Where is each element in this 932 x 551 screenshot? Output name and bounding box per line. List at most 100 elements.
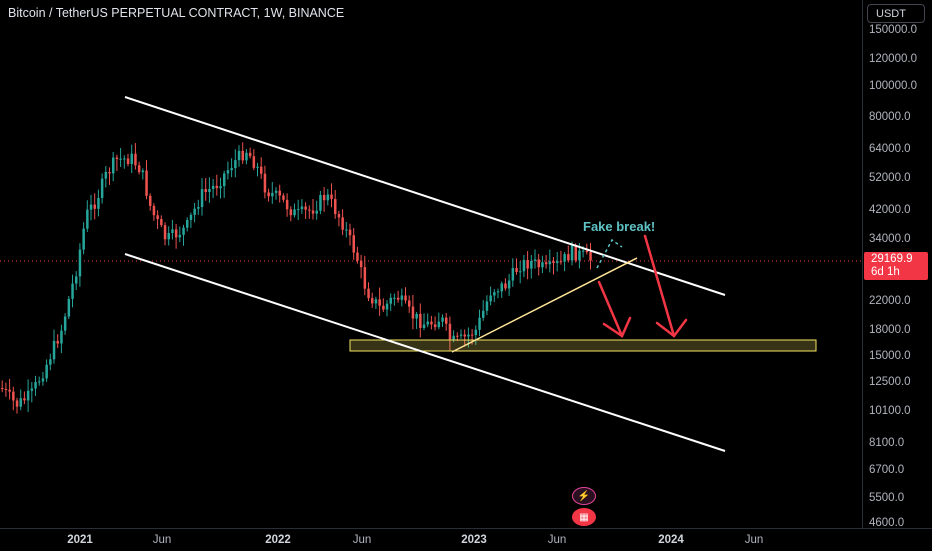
support-zone[interactable] bbox=[349, 339, 817, 352]
candle-body bbox=[452, 335, 455, 340]
candle-body bbox=[293, 209, 296, 216]
last-price-value: 29169.9 bbox=[871, 253, 913, 265]
candle-body bbox=[352, 235, 355, 253]
candle-body bbox=[97, 197, 100, 209]
time-tick: Jun bbox=[744, 534, 764, 546]
channel-upper-line[interactable] bbox=[124, 96, 726, 296]
candle-body bbox=[322, 195, 326, 201]
candle-body bbox=[537, 259, 540, 268]
candle-body bbox=[404, 295, 407, 301]
candle-body bbox=[204, 189, 207, 192]
rising-trend-line[interactable] bbox=[451, 257, 638, 353]
candle-body bbox=[197, 207, 200, 209]
candle-body bbox=[585, 250, 589, 253]
candle-body bbox=[123, 158, 126, 160]
candle-body bbox=[119, 158, 122, 160]
candle-body bbox=[234, 160, 237, 169]
candle-body bbox=[297, 209, 300, 211]
price-tick: 34000.0 bbox=[869, 233, 911, 245]
bear-arrow-1[interactable] bbox=[597, 280, 632, 338]
candle-body bbox=[23, 398, 26, 401]
time-axis[interactable]: 2021 Jun 2022 Jun 2023 Jun 2024 Jun bbox=[0, 528, 932, 551]
price-axis[interactable]: 150000.0 120000.0 100000.0 80000.0 64000.0 52… bbox=[862, 0, 932, 529]
time-tick: Jun bbox=[152, 534, 172, 546]
price-tick: 10100.0 bbox=[869, 405, 911, 417]
candle-body bbox=[574, 245, 577, 261]
candle-body bbox=[260, 166, 263, 174]
candle-body bbox=[152, 205, 156, 216]
time-tick: 2023 bbox=[461, 534, 487, 546]
candle-body bbox=[245, 152, 248, 161]
candle-body bbox=[263, 173, 267, 193]
candle-body bbox=[226, 170, 230, 174]
bear-arrow-2[interactable] bbox=[643, 234, 688, 338]
candle-body bbox=[567, 254, 570, 261]
candle-body bbox=[311, 210, 315, 214]
candle-body bbox=[137, 165, 141, 173]
candle-body bbox=[267, 192, 270, 197]
candle-body bbox=[256, 166, 259, 168]
candle-body bbox=[26, 390, 30, 401]
time-tick: 2024 bbox=[658, 534, 684, 546]
candle-body bbox=[193, 208, 196, 215]
candle-body bbox=[237, 150, 241, 161]
candle-body bbox=[470, 334, 474, 336]
candle-body bbox=[145, 170, 148, 196]
candle-body bbox=[463, 334, 466, 337]
candle-body bbox=[581, 250, 585, 252]
time-tick: 2022 bbox=[265, 534, 291, 546]
candle-body bbox=[1, 388, 4, 389]
candle-body bbox=[396, 297, 400, 300]
candle-body bbox=[304, 206, 307, 210]
candle-body bbox=[441, 317, 444, 322]
candle-body bbox=[100, 178, 104, 198]
channel-lower-line[interactable] bbox=[124, 253, 726, 452]
candle-body bbox=[445, 317, 448, 324]
last-price-label: 29169.9 6d 1h bbox=[864, 252, 928, 280]
candle-body bbox=[156, 215, 159, 220]
candle-body bbox=[422, 324, 426, 328]
candle-body bbox=[334, 199, 337, 215]
candle-body bbox=[71, 283, 74, 299]
candle-body bbox=[345, 229, 348, 231]
candle-body bbox=[374, 299, 378, 304]
price-chart[interactable] bbox=[0, 0, 862, 528]
candle-body bbox=[19, 398, 22, 407]
candle-body bbox=[474, 329, 478, 336]
candle-body bbox=[385, 303, 389, 310]
symbol-title: Bitcoin / TetherUS PERPETUAL CONTRACT, 1… bbox=[8, 6, 345, 20]
candle-body bbox=[115, 157, 119, 160]
candle-body bbox=[363, 267, 367, 289]
candle-body bbox=[433, 324, 437, 328]
candle-body bbox=[38, 381, 41, 383]
flag-icon[interactable]: ▦ bbox=[572, 508, 596, 526]
price-tick: 22000.0 bbox=[869, 295, 911, 307]
candle-body bbox=[149, 195, 152, 206]
candle-body bbox=[60, 330, 63, 344]
currency-button[interactable]: USDT bbox=[867, 4, 925, 23]
candle-body bbox=[493, 292, 496, 296]
price-tick: 120000.0 bbox=[869, 53, 917, 65]
candle-body bbox=[426, 321, 429, 325]
candle-body bbox=[189, 214, 193, 220]
candle-body bbox=[570, 245, 574, 261]
candle-body bbox=[522, 260, 526, 272]
lightning-icon[interactable]: ⚡ bbox=[572, 487, 596, 505]
candle-body bbox=[496, 291, 500, 293]
candle-body bbox=[448, 323, 452, 340]
bar-countdown: 6d 1h bbox=[871, 266, 900, 278]
candle-body bbox=[134, 153, 137, 166]
candle-body bbox=[548, 261, 552, 265]
candle-body bbox=[278, 190, 281, 196]
candle-body bbox=[400, 295, 404, 300]
candle-body bbox=[4, 388, 8, 390]
candle-body bbox=[526, 260, 529, 269]
candle-body bbox=[552, 261, 555, 264]
candle-body bbox=[359, 260, 363, 268]
price-tick: 52000.0 bbox=[869, 172, 911, 184]
chart-area[interactable]: Fake break! ⚡ ▦ bbox=[0, 0, 862, 528]
candle-body bbox=[34, 382, 37, 389]
candle-body bbox=[415, 313, 418, 319]
price-tick: 64000.0 bbox=[869, 143, 911, 155]
candle-body bbox=[186, 219, 189, 228]
